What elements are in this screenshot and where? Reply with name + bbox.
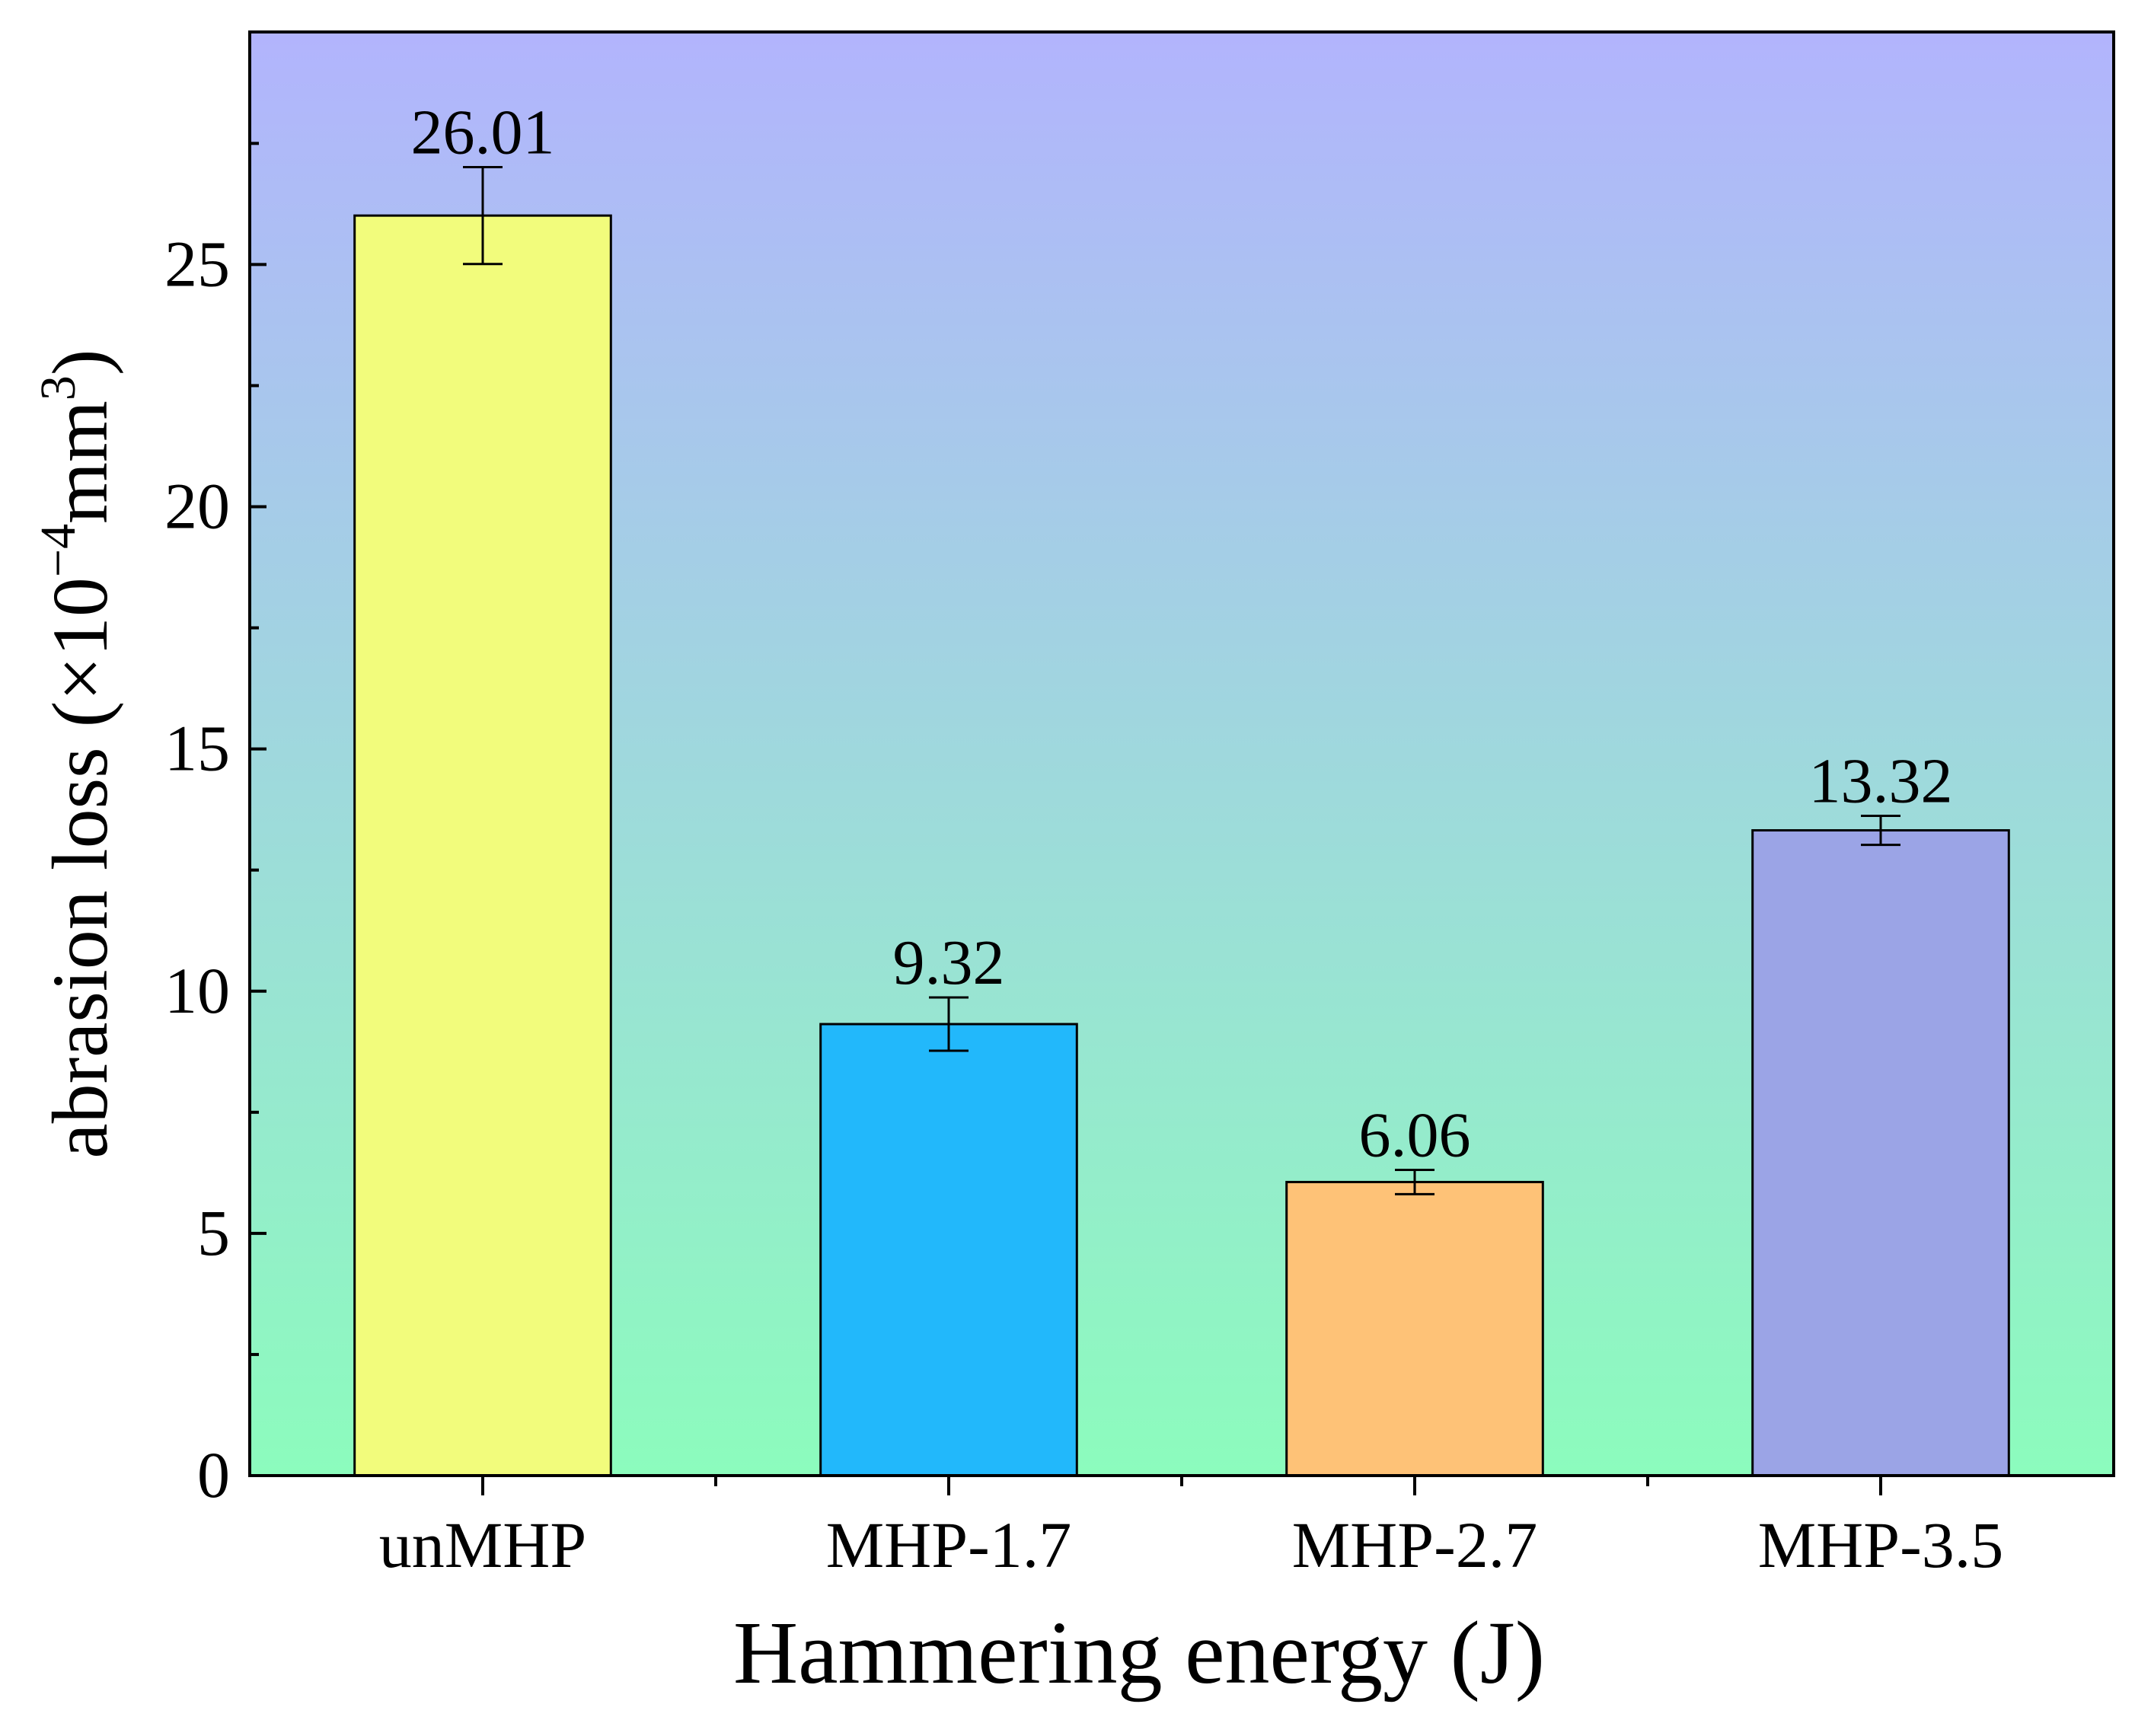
bar-MHP-3.5 xyxy=(1751,829,2010,1477)
error-bar-unMHP xyxy=(463,166,503,266)
y-axis-label-end: ) xyxy=(37,349,124,375)
value-label-MHP-2.7: 6.06 xyxy=(1359,1100,1471,1171)
y-tick-label-0: 0 xyxy=(197,1438,230,1511)
y-axis-label: abrasion loss (×10−4mm3) xyxy=(30,349,124,1158)
bar-unMHP xyxy=(353,214,612,1477)
bar-MHP-1.7 xyxy=(819,1023,1078,1477)
x-axis-ticks: unMHP MHP-1.7 MHP-2.7 MHP-3.5 xyxy=(379,1476,2003,1581)
value-label-unMHP: 26.01 xyxy=(411,97,555,168)
x-tick-label-MHP-1.7: MHP-1.7 xyxy=(826,1508,1072,1581)
y-axis-label-sup1: −4 xyxy=(30,524,86,577)
error-bar-MHP-2.7 xyxy=(1395,1169,1435,1195)
error-bar-MHP-3.5 xyxy=(1861,814,1900,847)
x-tick-label-unMHP: unMHP xyxy=(379,1508,586,1581)
x-tick-label-MHP-3.5: MHP-3.5 xyxy=(1758,1508,2004,1581)
plot-frame xyxy=(248,30,2115,1477)
y-tick-label-10: 10 xyxy=(164,954,230,1027)
y-tick-label-15: 15 xyxy=(164,712,230,785)
value-label-MHP-1.7: 9.32 xyxy=(893,927,1005,998)
y-axis-ticks: 0 5 10 15 20 25 xyxy=(164,142,266,1511)
y-tick-label-5: 5 xyxy=(197,1196,230,1269)
bar-MHP-2.7 xyxy=(1285,1180,1544,1477)
bars-group: 26.01 9.32 6.06 13.32 xyxy=(353,97,2010,1477)
x-tick-label-MHP-2.7: MHP-2.7 xyxy=(1292,1508,1538,1581)
value-label-MHP-3.5: 13.32 xyxy=(1809,745,1953,816)
error-bar-MHP-1.7 xyxy=(929,996,969,1052)
y-axis-label-main: abrasion loss (×10 xyxy=(37,577,124,1158)
y-axis-label-sup2: 3 xyxy=(30,375,86,400)
y-tick-label-20: 20 xyxy=(164,470,230,543)
y-axis-label-mid: mm xyxy=(37,400,124,524)
y-tick-label-25: 25 xyxy=(164,227,230,300)
x-axis-label: Hammering energy (J) xyxy=(733,1603,1545,1702)
